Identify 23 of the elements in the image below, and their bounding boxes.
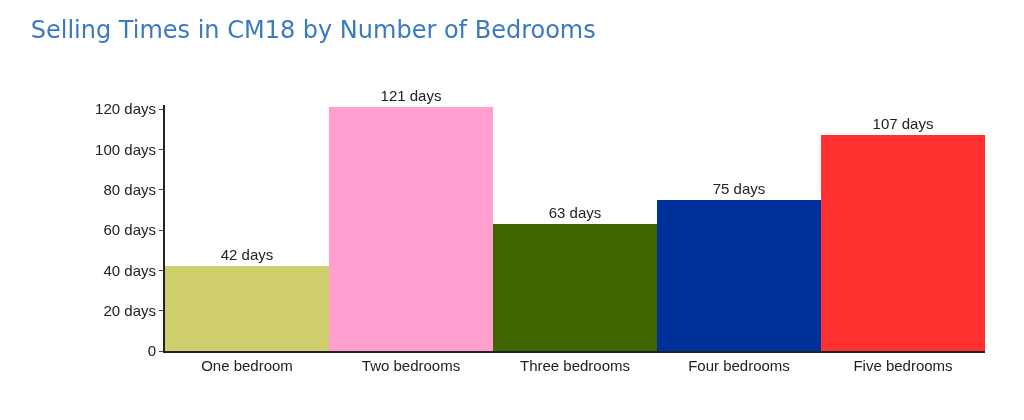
x-tick-label: Three bedrooms <box>519 357 631 374</box>
data-label: 107 days <box>872 115 934 132</box>
data-label: 121 days <box>380 87 442 104</box>
data-label: 63 days <box>548 204 602 221</box>
chart-title: Selling Times in CM18 by Number of Bedrooms <box>30 15 596 44</box>
bar <box>329 107 493 351</box>
y-tick-label: 40 days <box>103 261 156 279</box>
y-tick-label: 60 days <box>103 221 156 239</box>
x-tick-label: Two bedrooms <box>361 357 461 374</box>
data-label: 75 days <box>712 180 766 197</box>
y-tick-label: 100 days <box>95 140 156 158</box>
x-tick-label: One bedroom <box>201 357 293 374</box>
y-tick-label: 80 days <box>103 180 156 198</box>
bar <box>493 224 657 351</box>
y-tick-label: 120 days <box>95 100 156 118</box>
y-tick-label: 0 <box>147 342 156 360</box>
bar <box>821 135 985 351</box>
bar <box>657 200 821 351</box>
x-tick-label: Four bedrooms <box>688 357 790 374</box>
data-label: 42 days <box>220 246 274 263</box>
y-tick-label: 20 days <box>103 301 156 319</box>
bar <box>165 266 329 351</box>
x-tick-label: Five bedrooms <box>853 357 953 374</box>
